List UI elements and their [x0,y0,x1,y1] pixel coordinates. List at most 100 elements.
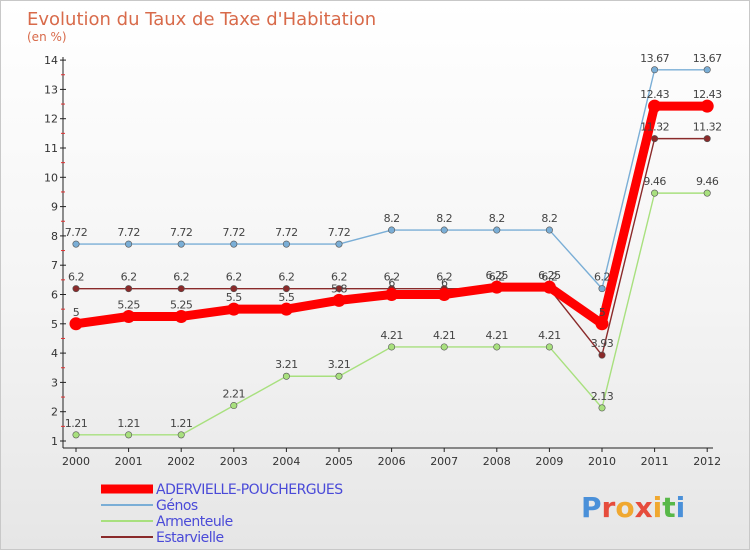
series-point-3 [230,285,238,293]
data-label-2: 4.21 [380,329,403,342]
y-tick-label: 12 [44,113,58,126]
data-label-3: 6.2 [121,271,137,284]
series-point-3 [335,285,343,293]
data-label-3: 6.2 [384,271,400,284]
data-label-1: 8.2 [384,212,400,225]
series-point-2 [598,404,606,412]
legend-label-1: Génos [156,498,198,514]
data-label-2: 1.21 [170,417,193,430]
data-label-1: 8.2 [436,212,452,225]
data-label-1: 6.2 [594,271,610,284]
data-label-3: 6.2 [226,271,242,284]
data-label-0: 5.25 [170,298,193,311]
series-point-2 [335,372,343,380]
series-point-2 [282,372,290,380]
x-tick-label: 2000 [62,455,90,468]
data-label-3: 3.93 [591,337,614,350]
series-point-2 [72,431,80,439]
x-tick-label: 2003 [220,455,248,468]
x-tick-label: 2009 [535,455,563,468]
series-point-2 [125,431,133,439]
series-point-0 [174,309,188,323]
y-tick-label: 6 [51,289,58,302]
series-point-1 [545,226,553,234]
logo-letter: P [581,491,602,524]
data-label-1: 7.72 [117,226,140,239]
series-point-0 [227,302,241,316]
data-label-1: 7.72 [170,226,193,239]
x-tick-label: 2008 [483,455,511,468]
x-tick-label: 2006 [378,455,406,468]
series-point-0 [122,309,136,323]
data-label-0: 6 [441,277,448,290]
data-label-0: 5.8 [331,282,347,295]
data-label-2: 9.46 [696,175,719,188]
x-tick-label: 2004 [272,455,300,468]
data-label-0: 12.43 [640,88,669,101]
data-label-1: 7.72 [65,226,88,239]
data-label-2: 1.21 [65,417,88,430]
series-point-3 [125,285,133,293]
series-point-1 [125,240,133,248]
data-label-1: 8.2 [489,212,505,225]
logo-letter: o [615,491,634,524]
series-point-0 [542,280,556,294]
data-label-1: 7.72 [223,226,246,239]
series-point-1 [72,240,80,248]
series-point-2 [177,431,185,439]
x-tick-label: 2005 [325,455,353,468]
y-tick-label: 7 [51,259,58,272]
chart-subtitle: (en %) [27,30,67,44]
series-point-3 [703,135,711,143]
data-label-3: 6.2 [436,271,452,284]
data-label-0: 6.25 [538,269,561,282]
data-label-0: 5 [599,306,606,319]
y-tick-label: 14 [44,54,58,67]
legend-label-2: Armenteule [156,514,233,530]
x-tick-label: 2012 [693,455,721,468]
series-point-3 [72,285,80,293]
data-label-2: 3.21 [328,358,351,371]
data-label-2: 1.21 [117,417,140,430]
data-label-2: 3.21 [275,358,298,371]
series-point-0 [385,288,399,301]
data-label-0: 6.25 [486,269,509,282]
data-label-0: 5.5 [278,291,294,304]
data-label-2: 4.21 [486,329,509,342]
series-point-0 [490,280,504,294]
series-point-1 [335,240,343,248]
legend: ADERVIELLE-POUCHERGUESGénosArmenteuleEst… [101,482,344,546]
series-point-0 [279,302,293,316]
series-point-0 [332,293,346,307]
series-point-0 [437,288,451,301]
data-label-3: 6.2 [68,271,84,284]
data-label-1: 8.2 [541,212,557,225]
data-label-0: 5.5 [226,291,242,304]
series-point-1 [230,240,238,248]
data-label-2: 2.13 [591,390,614,403]
data-label-3: 6.2 [541,271,557,284]
x-tick-label: 2010 [588,455,616,468]
logo-letter: t [662,491,675,524]
y-tick-label: 9 [51,201,58,214]
series-point-2 [703,189,711,197]
series-point-2 [545,343,553,351]
data-label-2: 2.21 [223,388,246,401]
data-label-1: 13.67 [640,52,669,65]
data-label-0: 6 [388,277,395,290]
series-point-1 [598,285,606,293]
series-point-0 [69,317,83,331]
y-tick-label: 3 [51,376,58,389]
y-tick-label: 13 [44,83,58,96]
series-point-2 [230,402,238,410]
data-label-1: 13.67 [693,52,722,65]
logo-letter: r [602,491,616,524]
data-label-3: 11.32 [640,121,669,134]
series-point-1 [651,66,659,74]
x-tick-label: 2002 [167,455,195,468]
series-point-2 [651,189,659,197]
logo-letter: x [635,491,653,524]
legend-label-0: ADERVIELLE-POUCHERGUES [156,482,343,498]
legend-label-3: Estarvielle [156,530,224,546]
